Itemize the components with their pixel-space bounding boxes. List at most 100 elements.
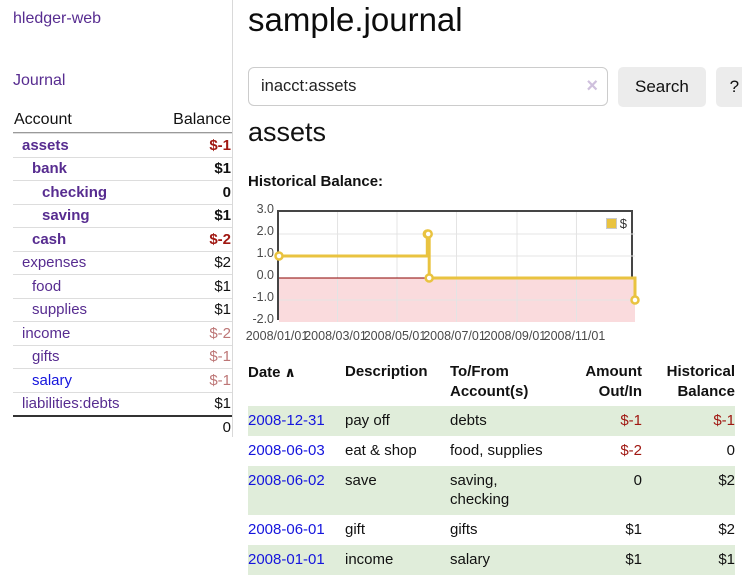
account-row: salary $-1 xyxy=(13,368,232,392)
account-link-liabilities-debts[interactable]: liabilities:debts xyxy=(22,395,120,413)
column-header-tofrom: To/From Account(s) xyxy=(450,360,560,406)
transaction-date-link[interactable]: 2008-06-03 xyxy=(248,442,325,459)
transaction-description: eat & shop xyxy=(345,442,417,459)
balance-header-line2: Balance xyxy=(677,383,735,400)
account-balance: $-1 xyxy=(209,136,231,154)
transaction-description: income xyxy=(345,551,394,568)
account-row: supplies $1 xyxy=(13,297,232,322)
transaction-date-link[interactable]: 2008-01-01 xyxy=(248,551,325,568)
register-row: 2008-12-31 pay off debts $-1 $-1 xyxy=(248,406,735,436)
account-link-food[interactable]: food xyxy=(32,277,62,295)
account-balance: $1 xyxy=(214,277,231,295)
y-axis-tick-label: 1.0 xyxy=(256,246,274,260)
page-title: sample.journal xyxy=(248,1,463,38)
transaction-amount: $-2 xyxy=(620,442,642,459)
account-balance: $-2 xyxy=(209,230,231,248)
transaction-balance: 0 xyxy=(726,442,735,459)
transaction-accounts: debts xyxy=(450,412,487,429)
account-balance: $-2 xyxy=(209,324,231,342)
transaction-accounts: gifts xyxy=(450,521,478,538)
transaction-amount: $1 xyxy=(625,551,642,568)
accounts-header-account: Account xyxy=(14,111,72,128)
accounts-table-header: Account Balance xyxy=(13,108,232,133)
sort-ascending-icon: ∧ xyxy=(284,364,296,380)
account-row: gifts $-1 xyxy=(13,344,232,369)
search-button[interactable]: Search xyxy=(618,67,706,107)
account-balance: 0 xyxy=(222,183,231,201)
column-header-description: Description xyxy=(345,360,450,406)
y-axis-tick-label: 3.0 xyxy=(256,202,274,216)
account-row: food $1 xyxy=(13,274,232,298)
y-axis-tick-label: 2.0 xyxy=(256,224,274,238)
transaction-description: pay off xyxy=(345,412,390,429)
account-link-salary[interactable]: salary xyxy=(32,371,73,389)
account-row: checking 0 xyxy=(13,180,232,204)
account-row: liabilities:debts $1 xyxy=(13,391,232,416)
account-balance: $1 xyxy=(214,395,231,413)
chart-series-svg xyxy=(274,212,640,322)
transaction-balance: $1 xyxy=(718,551,735,568)
search-input[interactable] xyxy=(248,67,608,106)
transaction-amount: 0 xyxy=(633,472,642,489)
account-balance: $2 xyxy=(214,254,231,272)
x-axis-tick-label: 2008/11/01 xyxy=(543,329,606,343)
account-row: assets $-1 xyxy=(13,133,232,157)
account-balance: $-1 xyxy=(209,348,231,366)
app-title: hledger-web xyxy=(13,10,232,28)
search-box: × xyxy=(248,67,608,106)
register-row: 2008-06-03 eat & shop food, supplies $-2… xyxy=(248,436,735,466)
register-header-row: Date ∧ Description To/From Account(s) Amo… xyxy=(248,360,735,406)
account-balance: $1 xyxy=(214,207,231,225)
account-link-gifts[interactable]: gifts xyxy=(32,348,60,366)
x-axis-tick-label: 2008/07/01 xyxy=(423,329,486,343)
transaction-description: gift xyxy=(345,521,366,538)
search-form: × Search ? xyxy=(248,67,742,107)
help-button[interactable]: ? xyxy=(715,67,742,107)
account-link-cash[interactable]: cash xyxy=(32,230,67,248)
account-link-income[interactable]: income xyxy=(22,324,71,342)
x-axis-tick-label: 2008/03/01 xyxy=(304,329,367,343)
tofrom-header-line1: To/From xyxy=(450,363,509,380)
account-link-bank[interactable]: bank xyxy=(32,160,68,178)
transaction-balance: $2 xyxy=(718,472,735,489)
sidebar: hledger-web Journal Account Balance asse… xyxy=(13,10,232,437)
account-link-checking[interactable]: checking xyxy=(42,183,108,201)
register-row: 2008-06-02 save saving, checking 0 $2 xyxy=(248,466,735,515)
account-row: bank $1 xyxy=(13,156,232,181)
x-axis-tick-label: 2008/01/01 xyxy=(245,329,309,343)
amount-header-line1: Amount xyxy=(585,363,642,380)
sidebar-divider xyxy=(232,0,233,437)
account-heading: assets xyxy=(248,117,327,147)
transaction-date-link[interactable]: 2008-12-31 xyxy=(248,412,325,429)
app-title-link[interactable]: hledger-web xyxy=(13,10,102,27)
historical-balance-chart: $ 3.0 2.0 1.0 0.0 -1.0 -2.0 2008/01/01 2008/03/… xyxy=(246,202,742,355)
chart-plot-area: $ xyxy=(274,210,640,322)
column-header-date[interactable]: Date ∧ xyxy=(248,360,345,406)
transaction-date-link[interactable]: 2008-06-01 xyxy=(248,521,325,538)
account-link-assets[interactable]: assets xyxy=(22,136,69,154)
sidebar-item-journal[interactable]: Journal xyxy=(13,72,66,89)
balance-header-line1: Historical xyxy=(666,363,735,380)
accounts-total-row: 0 xyxy=(13,415,232,437)
chart-title: Historical Balance: xyxy=(248,173,384,190)
account-link-expenses[interactable]: expenses xyxy=(22,254,87,272)
account-link-supplies[interactable]: supplies xyxy=(32,301,88,319)
tofrom-header-line2: Account(s) xyxy=(450,383,529,400)
account-row: income $-2 xyxy=(13,321,232,345)
clear-search-icon[interactable]: × xyxy=(586,75,598,97)
register-row: 2008-01-01 income salary $1 $1 xyxy=(248,545,735,575)
y-axis-tick-label: -2.0 xyxy=(252,312,274,326)
account-balance: $-1 xyxy=(209,371,231,389)
column-header-amount: Amount Out/In xyxy=(560,360,642,406)
transaction-date-link[interactable]: 2008-06-02 xyxy=(248,472,325,489)
accounts-total-value: 0 xyxy=(222,418,231,436)
transaction-balance: $-1 xyxy=(713,412,735,429)
accounts-table: Account Balance assets $-1 bank $1 check… xyxy=(13,108,232,437)
register-row: 2008-06-01 gift gifts $1 $2 xyxy=(248,515,735,545)
accounts-header-balance: Balance xyxy=(173,111,231,128)
account-link-saving[interactable]: saving xyxy=(42,207,90,225)
account-row: cash $-2 xyxy=(13,227,232,251)
y-axis-tick-label: -1.0 xyxy=(252,290,274,304)
description-header-label: Description xyxy=(345,363,428,380)
